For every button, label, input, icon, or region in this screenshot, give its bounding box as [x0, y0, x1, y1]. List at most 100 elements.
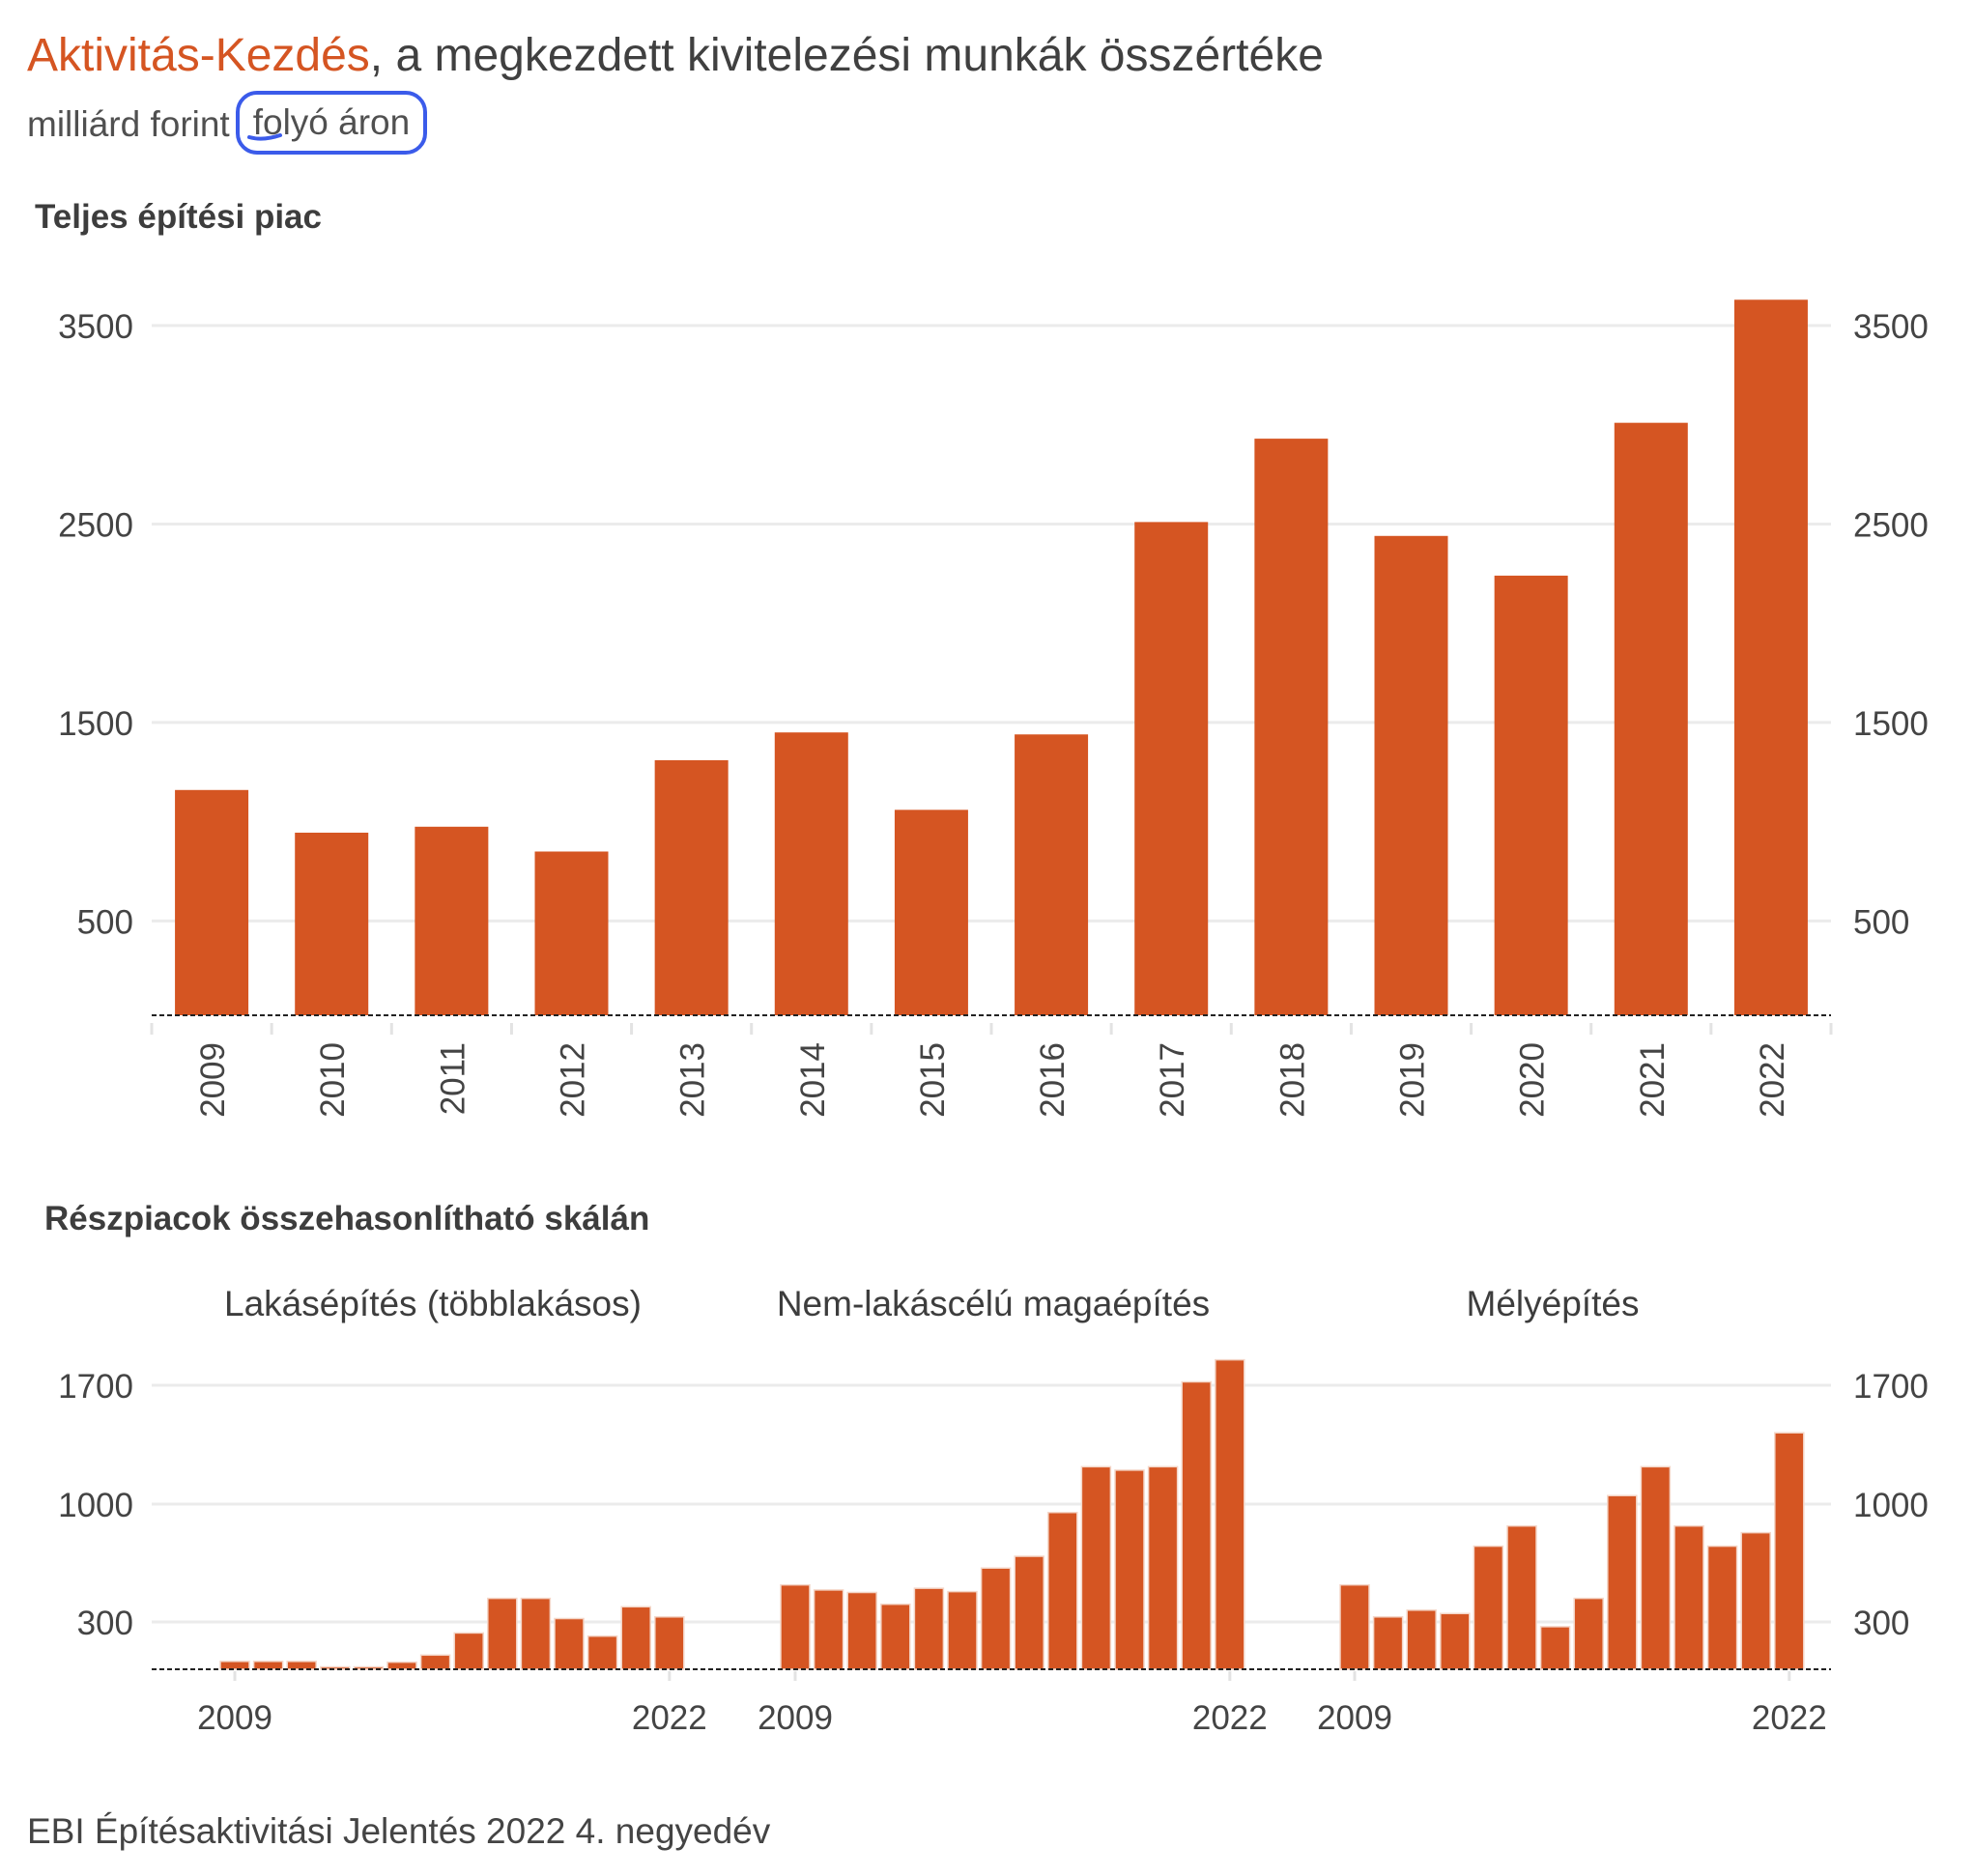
bottom-bar-2-2012 — [1440, 1612, 1471, 1670]
bottom-panel-label-2: Mélyépítés — [1467, 1284, 1640, 1323]
top-xtick-label-2018: 2018 — [1273, 1042, 1311, 1118]
top-bar-2010 — [295, 832, 369, 1015]
bottom-xtick-0-last: 2022 — [632, 1699, 707, 1737]
bottom-bar-2-2011 — [1406, 1609, 1437, 1670]
bottom-xtick-2-last: 2022 — [1752, 1699, 1827, 1737]
top-ytick-left-3: 3500 — [58, 308, 133, 346]
top-xtick-label-2009: 2009 — [194, 1042, 232, 1118]
top-xtick-label-2010: 2010 — [314, 1042, 352, 1118]
source-note: EBI Építésaktivitási Jelentés 2022 4. ne… — [27, 1811, 771, 1851]
top-xtick-label-2016: 2016 — [1034, 1042, 1072, 1118]
bottom-ytick-left-2: 1700 — [58, 1368, 133, 1406]
bottom-bar-2-2014 — [1506, 1524, 1537, 1670]
bottom-bar-1-2016 — [1014, 1555, 1044, 1670]
bottom-bar-1-2010 — [813, 1589, 844, 1670]
top-xtick-label-2011: 2011 — [434, 1042, 472, 1115]
subtitle-unit: milliárd forint — [27, 104, 230, 144]
top-bar-2018 — [1254, 439, 1329, 1015]
bottom-bar-2-2022 — [1774, 1432, 1805, 1670]
bottom-ytick-right-2: 1700 — [1853, 1368, 1929, 1406]
bottom-ytick-right-0: 300 — [1853, 1605, 1909, 1642]
top-ytick-right-0: 500 — [1853, 903, 1909, 941]
bottom-bar-2-2018 — [1640, 1465, 1672, 1670]
bottom-panel-label-0: Lakásépítés (többlakásos) — [224, 1284, 642, 1323]
top-bar-2014 — [774, 732, 848, 1015]
top-bar-2015 — [894, 810, 968, 1015]
bottom-bar-1-2020 — [1147, 1465, 1179, 1670]
bottom-bar-2-2013 — [1473, 1545, 1504, 1670]
bottom-bar-1-2015 — [980, 1567, 1012, 1670]
bottom-bar-1-2009 — [780, 1583, 811, 1670]
top-xtick-label-2014: 2014 — [794, 1042, 832, 1118]
top-bar-2019 — [1374, 535, 1448, 1015]
bottom-xtick-2-first: 2009 — [1317, 1699, 1392, 1737]
bottom-xtick-1-first: 2009 — [758, 1699, 833, 1737]
bottom-bar-0-2016 — [453, 1632, 484, 1670]
chart-title: Aktivitás-Kezdés, a megkezdett kivitelez… — [27, 29, 1324, 82]
top-xtick-label-2012: 2012 — [555, 1042, 592, 1118]
top-bar-2016 — [1015, 734, 1089, 1015]
bottom-bar-0-2018 — [520, 1597, 552, 1670]
top-bar-2017 — [1134, 522, 1209, 1015]
top-bar-2013 — [654, 759, 729, 1015]
bottom-xtick-1-last: 2022 — [1192, 1699, 1268, 1737]
bottom-bar-0-2014 — [386, 1661, 417, 1670]
top-xtick-label-2021: 2021 — [1634, 1042, 1672, 1118]
bottom-bar-0-2009 — [219, 1661, 250, 1670]
top-xtick-label-2015: 2015 — [914, 1042, 952, 1118]
bottom-bar-1-2018 — [1080, 1465, 1112, 1670]
bottom-bar-1-2021 — [1181, 1380, 1212, 1670]
bottom-ytick-left-0: 300 — [77, 1605, 133, 1642]
top-ytick-right-1: 1500 — [1853, 705, 1929, 743]
bottom-bar-2-2010 — [1372, 1616, 1404, 1670]
top-bar-2021 — [1614, 422, 1688, 1015]
bottom-panel-title: Részpiacok összehasonlítható skálán — [44, 1200, 650, 1237]
bottom-ytick-right-1: 1000 — [1853, 1487, 1929, 1524]
bottom-bar-1-2013 — [913, 1587, 945, 1670]
top-ytick-left-0: 500 — [77, 903, 133, 941]
bottom-bar-1-2011 — [846, 1591, 877, 1670]
top-ytick-left-1: 1500 — [58, 705, 133, 743]
bottom-bar-0-2011 — [286, 1661, 317, 1670]
bottom-bar-0-2019 — [554, 1617, 585, 1670]
top-bar-2012 — [534, 851, 609, 1015]
top-xtick-label-2017: 2017 — [1154, 1042, 1191, 1118]
top-xtick-label-2019: 2019 — [1394, 1042, 1432, 1118]
bottom-bar-0-2012 — [320, 1665, 351, 1670]
top-bar-2022 — [1733, 299, 1808, 1016]
bottom-panel-label-1: Nem-lakáscélú magaépítés — [777, 1284, 1210, 1323]
top-ytick-right-2: 2500 — [1853, 506, 1929, 544]
bottom-ytick-left-1: 1000 — [58, 1487, 133, 1524]
top-bar-2011 — [415, 826, 489, 1015]
bottom-bar-1-2017 — [1047, 1511, 1078, 1670]
chart-title-accent: Aktivitás-Kezdés — [27, 30, 370, 81]
bottom-bar-2-2020 — [1706, 1545, 1738, 1670]
top-xtick-label-2022: 2022 — [1754, 1042, 1791, 1118]
bottom-xtick-0-first: 2009 — [197, 1699, 272, 1737]
bottom-bar-2-2009 — [1339, 1583, 1370, 1670]
bottom-bar-1-2012 — [880, 1603, 911, 1670]
bottom-bar-2-2019 — [1674, 1524, 1704, 1670]
bottom-bar-2-2016 — [1573, 1597, 1604, 1670]
bottom-bar-1-2014 — [947, 1590, 978, 1670]
top-xtick-label-2020: 2020 — [1514, 1042, 1552, 1118]
bottom-bar-2-2015 — [1539, 1626, 1571, 1670]
top-panel-title: Teljes építési piac — [35, 198, 322, 236]
bottom-bar-0-2022 — [654, 1616, 685, 1670]
top-bar-2020 — [1494, 575, 1568, 1015]
bottom-bar-0-2015 — [419, 1654, 451, 1670]
bottom-bar-1-2019 — [1114, 1469, 1145, 1670]
top-bar-2009 — [175, 789, 249, 1015]
chart-title-rest: , a megkezdett kivitelezési munkák összé… — [369, 30, 1324, 81]
bottom-bar-2-2017 — [1607, 1494, 1638, 1670]
top-ytick-left-2: 2500 — [58, 506, 133, 544]
bottom-bar-0-2020 — [586, 1634, 618, 1670]
bottom-bar-0-2021 — [620, 1606, 651, 1670]
bottom-bar-1-2022 — [1215, 1358, 1245, 1670]
annotation-stroke — [247, 133, 282, 141]
top-ytick-right-3: 3500 — [1853, 308, 1929, 346]
bottom-bar-0-2010 — [252, 1661, 284, 1670]
top-xtick-label-2013: 2013 — [674, 1042, 712, 1118]
bottom-bar-2-2021 — [1740, 1531, 1771, 1670]
